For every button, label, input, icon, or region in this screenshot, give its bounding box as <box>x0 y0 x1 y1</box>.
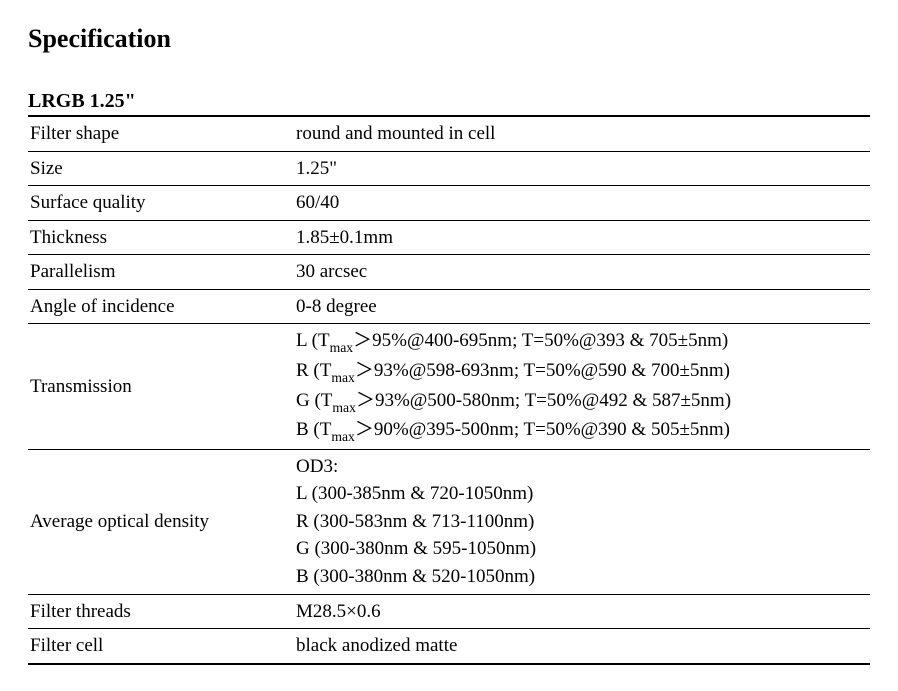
aod-head: OD3: <box>296 453 866 481</box>
cell-label: Filter shape <box>28 116 294 151</box>
cell-label: Transmission <box>28 324 294 450</box>
cell-label: Size <box>28 151 294 186</box>
cell-label: Filter threads <box>28 594 294 629</box>
table-row: Transmission L (Tmax＞95%@400-695nm; T=50… <box>28 324 870 450</box>
table-row: Size 1.25" <box>28 151 870 186</box>
cell-value: 0-8 degree <box>294 289 870 324</box>
cell-value-transmission: L (Tmax＞95%@400-695nm; T=50%@393 & 705±5… <box>294 324 870 450</box>
aod-line-R: R (300-583nm & 713-1100nm) <box>296 508 866 536</box>
cell-label: Thickness <box>28 220 294 255</box>
table-row: Surface quality 60/40 <box>28 186 870 221</box>
table-row: Thickness 1.85±0.1mm <box>28 220 870 255</box>
table-title: LRGB 1.25" <box>28 90 870 113</box>
page-title: Specification <box>28 24 870 54</box>
cell-label: Surface quality <box>28 186 294 221</box>
cell-value: round and mounted in cell <box>294 116 870 151</box>
transmission-line-L: L (Tmax＞95%@400-695nm; T=50%@393 & 705±5… <box>296 327 866 357</box>
transmission-line-B: B (Tmax＞90%@395-500nm; T=50%@390 & 505±5… <box>296 416 866 446</box>
spec-table: Filter shape round and mounted in cell S… <box>28 115 870 665</box>
cell-value: 1.85±0.1mm <box>294 220 870 255</box>
aod-line-L: L (300-385nm & 720-1050nm) <box>296 480 866 508</box>
aod-line-B: B (300-380nm & 520-1050nm) <box>296 563 866 591</box>
transmission-line-G: G (Tmax＞93%@500-580nm; T=50%@492 & 587±5… <box>296 387 866 417</box>
table-row: Filter cell black anodized matte <box>28 629 870 664</box>
table-row: Parallelism 30 arcsec <box>28 255 870 290</box>
cell-value: 60/40 <box>294 186 870 221</box>
table-row: Angle of incidence 0-8 degree <box>28 289 870 324</box>
cell-value: 30 arcsec <box>294 255 870 290</box>
cell-value: M28.5×0.6 <box>294 594 870 629</box>
cell-value-aod: OD3: L (300-385nm & 720-1050nm) R (300-5… <box>294 449 870 594</box>
cell-label: Filter cell <box>28 629 294 664</box>
table-row: Filter shape round and mounted in cell <box>28 116 870 151</box>
cell-label: Angle of incidence <box>28 289 294 324</box>
transmission-line-R: R (Tmax＞93%@598-693nm; T=50%@590 & 700±5… <box>296 357 866 387</box>
aod-line-G: G (300-380nm & 595-1050nm) <box>296 535 866 563</box>
cell-label: Average optical density <box>28 449 294 594</box>
table-row: Filter threads M28.5×0.6 <box>28 594 870 629</box>
cell-label: Parallelism <box>28 255 294 290</box>
table-row: Average optical density OD3: L (300-385n… <box>28 449 870 594</box>
cell-value: 1.25" <box>294 151 870 186</box>
cell-value: black anodized matte <box>294 629 870 664</box>
